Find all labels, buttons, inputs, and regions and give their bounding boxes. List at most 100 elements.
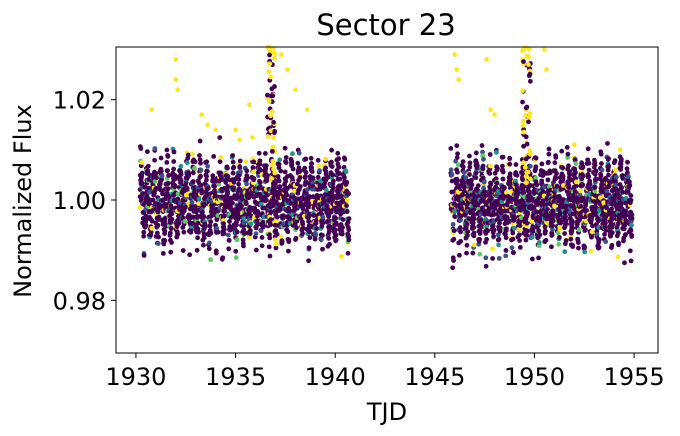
data-point: [546, 184, 552, 190]
data-point: [258, 168, 263, 174]
data-point: [483, 255, 489, 261]
y-axis: 0.98 1.00 1.02: [53, 87, 116, 315]
data-point: [484, 236, 489, 242]
data-point: [206, 246, 212, 252]
data-point: [580, 164, 586, 170]
data-point: [204, 168, 210, 174]
data-point: [592, 188, 598, 194]
data-point: [231, 164, 237, 170]
data-point: [306, 245, 312, 251]
data-point: [230, 170, 236, 176]
data-point: [490, 246, 496, 252]
x-tick-label: 1955: [604, 363, 665, 391]
data-point: [563, 214, 568, 220]
data-point: [453, 158, 459, 164]
data-point: [553, 155, 559, 160]
data-point: [454, 155, 460, 160]
data-point: [465, 229, 471, 235]
data-point: [233, 127, 238, 133]
data-point: [593, 168, 599, 174]
data-point: [329, 164, 335, 170]
data-point: [550, 227, 555, 232]
data-point: [243, 159, 249, 165]
data-point: [550, 218, 556, 224]
data-point: [164, 147, 170, 153]
data-point: [455, 183, 461, 189]
data-point: [571, 142, 577, 148]
data-point: [196, 229, 201, 235]
data-point: [492, 112, 497, 118]
data-point: [474, 163, 480, 168]
data-point: [159, 173, 165, 179]
data-point: [268, 217, 274, 223]
data-point: [534, 182, 540, 188]
data-point: [208, 257, 214, 263]
data-point: [294, 225, 299, 230]
data-point: [470, 220, 476, 226]
data-point: [333, 220, 339, 226]
data-point: [609, 222, 615, 227]
data-point: [466, 216, 472, 221]
data-point: [340, 225, 345, 230]
x-axis: 1930 1935 1940 1945 1950 1955: [105, 353, 665, 391]
data-point: [628, 197, 634, 203]
data-point: [172, 176, 178, 182]
data-point: [210, 203, 216, 209]
data-point: [520, 99, 525, 105]
data-point: [137, 204, 143, 210]
data-point: [304, 107, 310, 113]
data-point: [169, 240, 174, 245]
data-point: [552, 160, 558, 166]
data-point: [326, 236, 332, 241]
data-point: [243, 201, 249, 207]
data-point: [616, 218, 622, 224]
data-point: [503, 248, 509, 253]
data-point: [574, 179, 579, 185]
data-point: [526, 46, 532, 52]
data-point: [516, 226, 522, 232]
data-point: [339, 231, 345, 237]
data-point: [317, 186, 323, 192]
data-point: [190, 151, 195, 157]
data-point: [517, 244, 523, 250]
data-point: [207, 223, 213, 229]
data-point: [527, 176, 533, 182]
data-point: [606, 184, 612, 189]
data-point: [491, 234, 496, 239]
data-point: [273, 245, 279, 251]
data-point: [543, 202, 549, 208]
data-point: [617, 147, 623, 153]
data-point: [153, 185, 159, 191]
data-point: [309, 165, 315, 171]
x-tick-label: 1940: [305, 363, 366, 391]
data-point: [297, 175, 303, 180]
data-point: [461, 184, 467, 190]
data-point: [230, 200, 235, 206]
data-point: [478, 218, 484, 223]
data-point: [573, 183, 579, 189]
data-point: [201, 214, 207, 220]
data-point: [615, 230, 621, 236]
data-point: [306, 218, 312, 224]
data-point: [562, 249, 568, 255]
data-point: [213, 127, 219, 133]
data-point: [587, 181, 593, 187]
data-point: [171, 159, 177, 164]
data-point: [620, 189, 626, 195]
data-point: [249, 135, 255, 140]
data-point: [507, 161, 513, 167]
data-point: [449, 172, 455, 177]
data-point: [455, 151, 460, 157]
x-axis-label: TJD: [366, 398, 407, 426]
data-point: [487, 163, 493, 169]
data-point: [343, 169, 349, 175]
data-point: [500, 169, 506, 175]
data-point: [346, 191, 351, 197]
data-point: [141, 210, 147, 216]
data-point: [511, 225, 517, 231]
data-point: [169, 216, 175, 222]
data-point: [204, 159, 210, 165]
data-point: [536, 255, 541, 261]
data-point: [300, 221, 306, 227]
data-point: [262, 151, 268, 156]
